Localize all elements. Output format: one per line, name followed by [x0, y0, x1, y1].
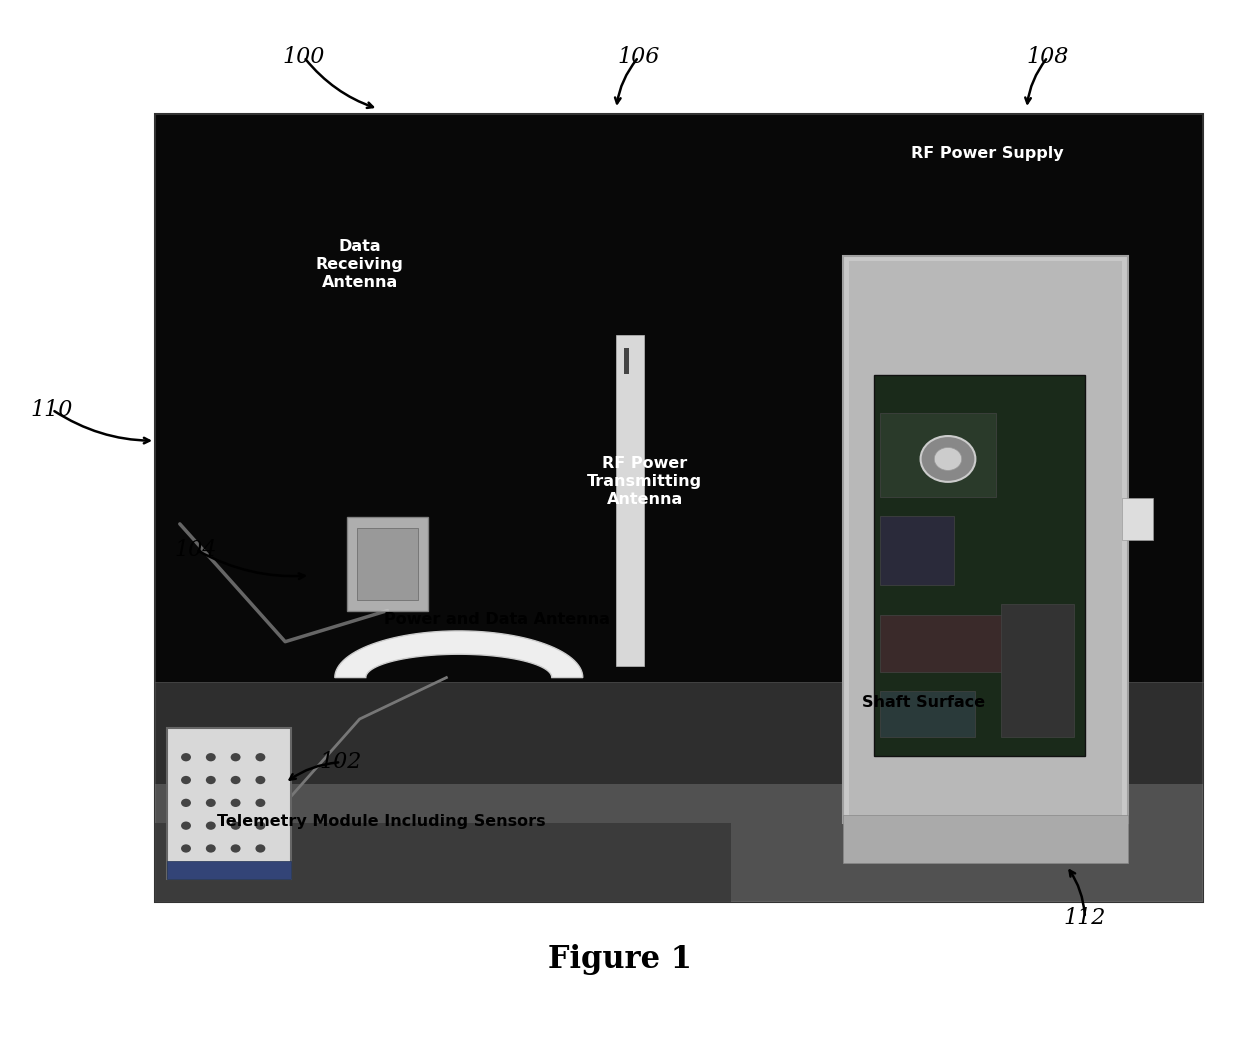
Text: 106: 106 [618, 46, 660, 68]
Text: Shaft Surface: Shaft Surface [862, 695, 985, 709]
Bar [155, 114, 1203, 902]
Circle shape [231, 798, 241, 807]
Bar [155, 823, 732, 902]
Circle shape [920, 436, 976, 482]
Bar [155, 681, 1203, 902]
Circle shape [934, 448, 962, 471]
Bar [347, 517, 428, 611]
Bar [843, 815, 1128, 863]
Circle shape [181, 844, 191, 852]
Text: 100: 100 [283, 46, 325, 68]
Text: 104: 104 [175, 538, 217, 561]
Circle shape [181, 798, 191, 807]
Text: 112: 112 [1064, 906, 1106, 929]
Bar [880, 516, 955, 585]
Bar [616, 335, 644, 666]
Circle shape [255, 844, 265, 852]
Bar [155, 784, 1203, 902]
Circle shape [231, 776, 241, 784]
Bar [625, 348, 629, 374]
Bar [874, 375, 1085, 756]
Bar [167, 861, 291, 878]
Bar [880, 615, 1017, 672]
Bar [167, 728, 291, 878]
Text: RF Power
Transmitting
Antenna: RF Power Transmitting Antenna [588, 456, 702, 507]
Text: 102: 102 [320, 751, 362, 774]
Circle shape [255, 753, 265, 761]
Circle shape [231, 821, 241, 830]
Bar [849, 261, 1122, 818]
Bar [1001, 604, 1074, 737]
Circle shape [206, 776, 216, 784]
Bar [880, 414, 997, 497]
Circle shape [255, 776, 265, 784]
Circle shape [181, 776, 191, 784]
Text: Power and Data Antenna: Power and Data Antenna [384, 612, 610, 626]
Text: Telemetry Module Including Sensors: Telemetry Module Including Sensors [217, 814, 546, 829]
Circle shape [206, 844, 216, 852]
Circle shape [255, 798, 265, 807]
Circle shape [206, 821, 216, 830]
Bar [843, 256, 1128, 823]
Text: Data
Receiving
Antenna: Data Receiving Antenna [316, 239, 403, 289]
Bar [357, 528, 418, 600]
Text: RF Power Supply: RF Power Supply [911, 146, 1064, 161]
Text: Figure 1: Figure 1 [548, 944, 692, 975]
Bar [880, 692, 976, 737]
Circle shape [181, 821, 191, 830]
Circle shape [181, 753, 191, 761]
Circle shape [206, 753, 216, 761]
Circle shape [231, 753, 241, 761]
Bar [1122, 498, 1153, 539]
Text: 108: 108 [1027, 46, 1069, 68]
Circle shape [255, 821, 265, 830]
Circle shape [231, 844, 241, 852]
Text: 110: 110 [31, 398, 73, 421]
Polygon shape [335, 630, 583, 677]
Circle shape [206, 798, 216, 807]
